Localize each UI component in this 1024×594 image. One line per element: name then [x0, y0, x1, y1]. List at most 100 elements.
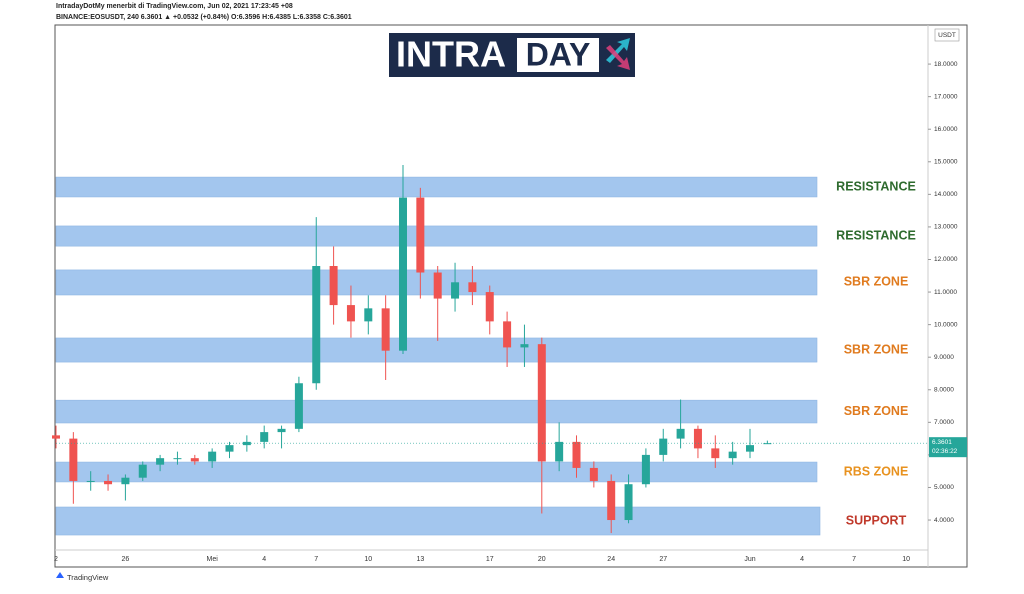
- zone-label: SBR ZONE: [844, 404, 909, 418]
- candle-body: [433, 272, 442, 299]
- y-tick-label: 18.0000: [934, 61, 958, 68]
- y-tick-label: 17.0000: [934, 93, 958, 100]
- y-tick-label: 9.0000: [934, 354, 954, 361]
- y-tick-label: 11.0000: [934, 289, 957, 296]
- candle-body: [676, 428, 685, 439]
- candle-body: [225, 445, 234, 452]
- candle-body: [555, 441, 564, 462]
- x-tick-label: 17: [486, 556, 494, 563]
- zone: [55, 176, 818, 198]
- zone-label: RBS ZONE: [844, 464, 909, 478]
- zone: [55, 225, 818, 247]
- candle-body: [294, 383, 303, 429]
- candle-body: [728, 451, 737, 459]
- candle-body: [659, 438, 668, 455]
- candle-body: [520, 344, 529, 348]
- zone: [55, 399, 818, 424]
- currency: USDT: [938, 32, 956, 39]
- publisher: IntradayDotMy menerbit di TradingView.co…: [56, 3, 293, 10]
- candle-body: [572, 441, 581, 468]
- zone: [55, 337, 818, 363]
- zone-label: SBR ZONE: [844, 275, 909, 289]
- candle-body: [104, 480, 113, 485]
- tv-icon: [56, 572, 64, 578]
- candle-body: [416, 197, 425, 273]
- zone: [55, 506, 821, 536]
- candle-body: [381, 308, 390, 351]
- candle-body: [763, 443, 772, 445]
- y-tick-label: 8.0000: [934, 386, 954, 393]
- x-tick-label: 10: [364, 556, 372, 563]
- x-tick-label: 13: [416, 556, 424, 563]
- candle-body: [746, 445, 754, 452]
- last-price-box: [929, 437, 967, 458]
- candle-body: [312, 266, 321, 384]
- countdown: 02:36:22: [932, 448, 958, 455]
- logo-right: DAY: [526, 36, 591, 72]
- y-tick-label: 5.0000: [934, 484, 954, 491]
- y-tick-label: 14.0000: [934, 191, 958, 198]
- candle-body: [260, 432, 269, 442]
- candle-body: [399, 197, 407, 351]
- candle-body: [641, 454, 650, 485]
- candle-body: [190, 458, 199, 462]
- zone: [55, 461, 818, 483]
- x-tick-label: 27: [659, 556, 667, 563]
- x-tick-label: Jun: [744, 556, 755, 563]
- candle-body: [624, 484, 633, 521]
- y-tick-label: 4.0000: [934, 517, 954, 524]
- candle-body: [364, 308, 373, 322]
- x-tick-label: 4: [800, 556, 804, 563]
- logo-left: INTRA: [396, 34, 506, 75]
- currency-box: [934, 28, 960, 42]
- candle-body: [69, 438, 78, 481]
- plot: [52, 165, 928, 536]
- candle-body: [329, 266, 338, 306]
- candle-body: [52, 435, 60, 439]
- logo-arrow-up: [606, 38, 630, 63]
- y-tick-label: 7.0000: [934, 419, 954, 426]
- x-tick-label: 24: [607, 556, 615, 563]
- x-tick-label: 20: [538, 556, 546, 563]
- candle-body: [537, 344, 546, 462]
- candle-body: [156, 458, 165, 465]
- symbol-line: BINANCE:EOSUSDT, 240 6.3601 ▲ +0.0532 (+…: [56, 14, 352, 21]
- zone-label: RESISTANCE: [836, 179, 916, 193]
- y-tick-label: 15.0000: [934, 159, 958, 166]
- footer: TradingView: [67, 573, 109, 582]
- candle-body: [86, 480, 95, 482]
- y-tick-label: 16.0000: [934, 126, 958, 133]
- candle-body: [589, 467, 598, 481]
- candle-body: [451, 282, 460, 299]
- zone-label: SUPPORT: [846, 513, 907, 527]
- candle-body: [711, 448, 720, 459]
- candle-body: [242, 441, 251, 446]
- zone-label: RESISTANCE: [836, 228, 916, 242]
- candle-body: [503, 321, 512, 348]
- candle-body: [138, 464, 147, 478]
- logo-arrow-down: [606, 45, 630, 70]
- candle-body: [346, 305, 355, 322]
- x-tick-label: 7: [852, 556, 856, 563]
- logo: INTRA DAY: [389, 33, 635, 77]
- x-tick-label: 26: [122, 556, 130, 563]
- x-tick-label: Mei: [207, 556, 219, 563]
- candle-body: [485, 292, 494, 322]
- candle-body: [173, 458, 182, 460]
- candle-body: [277, 428, 286, 433]
- x-tick-label: 10: [902, 556, 910, 563]
- y-tick-label: 12.0000: [934, 256, 958, 263]
- last-price-label: 6.3601: [932, 439, 952, 446]
- candle-body: [121, 477, 130, 485]
- candle-body: [208, 451, 217, 462]
- x-tick-label: 7: [314, 556, 318, 563]
- candle-body: [607, 480, 616, 521]
- candle-body: [693, 428, 702, 449]
- y-tick-label: 13.0000: [934, 224, 958, 231]
- x-tick-label: 2: [54, 556, 58, 563]
- chart-frame: [54, 24, 968, 568]
- logo-box: [517, 38, 599, 72]
- zone-label: SBR ZONE: [844, 342, 909, 356]
